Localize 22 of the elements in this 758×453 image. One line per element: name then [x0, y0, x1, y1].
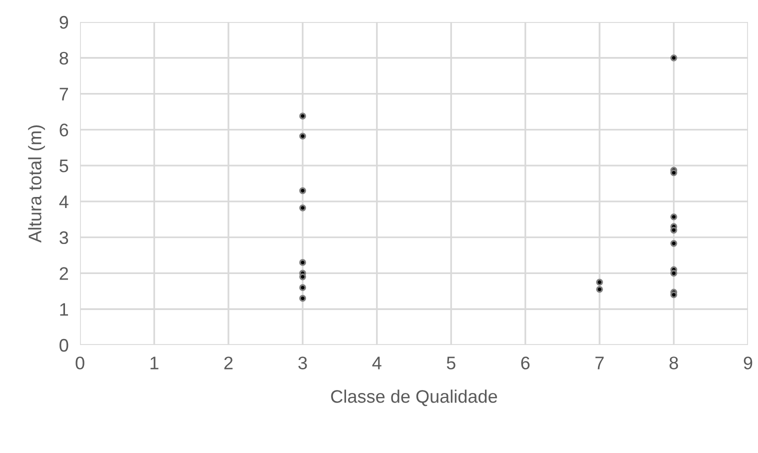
y-tick-label: 1	[60, 303, 68, 316]
y-tick-label: 3	[60, 231, 68, 244]
y-tick-label: 4	[59, 196, 68, 208]
y-tick-label: 2	[60, 267, 68, 280]
y-tick-label: 9	[60, 16, 68, 29]
y-tick-label: 7	[60, 88, 68, 100]
x-tick-label: 3	[298, 356, 307, 370]
x-tick-label: 2	[224, 356, 233, 370]
y-tick-label: 8	[60, 52, 68, 65]
y-axis-title: Altura total (m)	[28, 125, 45, 243]
y-tick-label: 5	[60, 160, 68, 172]
x-axis-title: Classe de Qualidade	[331, 390, 498, 406]
x-tick-label: 8	[670, 356, 678, 370]
x-tick-label: 5	[446, 356, 456, 370]
y-tick-label: 6	[60, 124, 68, 136]
y-tick-label: 0	[60, 338, 68, 352]
x-tick-label: 7	[595, 356, 604, 370]
x-tick-label: 4	[372, 356, 382, 370]
x-tick-label: 1	[150, 356, 158, 370]
x-tick-label: 9	[744, 356, 752, 370]
x-tick-label: 0	[76, 356, 84, 370]
x-tick-label: 6	[521, 356, 530, 370]
